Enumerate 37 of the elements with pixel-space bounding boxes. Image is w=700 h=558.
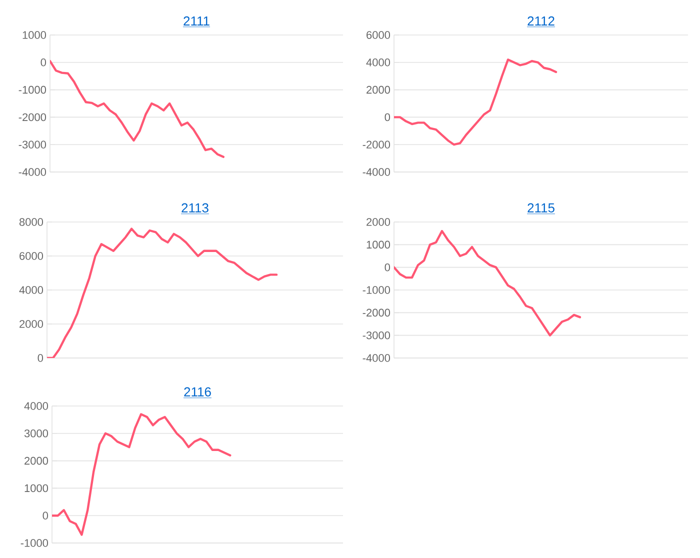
y-tick-label: -3000: [362, 331, 390, 340]
y-tick-label: 0: [384, 113, 390, 122]
y-tick-label: 2000: [20, 320, 44, 328]
y-tick-label: 8000: [19, 218, 44, 226]
y-tick-label: -1000: [20, 539, 48, 547]
y-tick-label: 2000: [366, 86, 390, 94]
y-tick-label: 0: [42, 512, 48, 520]
y-tick-label: -2000: [362, 308, 390, 317]
y-tick-label: 4000: [24, 402, 48, 410]
y-tick-label: -3000: [18, 140, 46, 148]
y-tick-label: -4000: [362, 168, 390, 176]
y-tick-label: -1000: [362, 286, 390, 294]
y-tick-label: 1000: [366, 240, 390, 249]
y-tick-label: 0: [38, 354, 44, 362]
y-tick-label: -4000: [18, 168, 46, 176]
y-tick-label: 4000: [366, 58, 390, 66]
y-tick-label: 1000: [22, 31, 46, 39]
line-series: [52, 413, 232, 536]
chart-title: 2116: [184, 387, 211, 396]
chart-title: 2115: [528, 203, 554, 212]
y-tick-label: 1000: [24, 484, 48, 492]
y-tick-label: 0: [40, 58, 46, 66]
chart-title: 2111: [184, 16, 210, 26]
y-tick-label: -4000: [362, 354, 390, 362]
y-tick-label: -2000: [362, 140, 390, 148]
y-tick-label: -2000: [18, 113, 46, 122]
chart-title: 2113: [182, 203, 208, 212]
chart-title: 2112: [528, 16, 554, 26]
y-tick-label: 4000: [19, 286, 44, 294]
y-tick-label: -1000: [18, 86, 46, 94]
y-tick-label: 6000: [366, 31, 390, 39]
y-tick-label: 2000: [366, 218, 390, 226]
y-tick-label: 3000: [24, 430, 48, 438]
y-tick-label: 6000: [20, 252, 44, 260]
y-tick-label: 0: [384, 263, 390, 272]
y-tick-label: 2000: [24, 456, 48, 465]
line-series: [394, 230, 582, 336]
